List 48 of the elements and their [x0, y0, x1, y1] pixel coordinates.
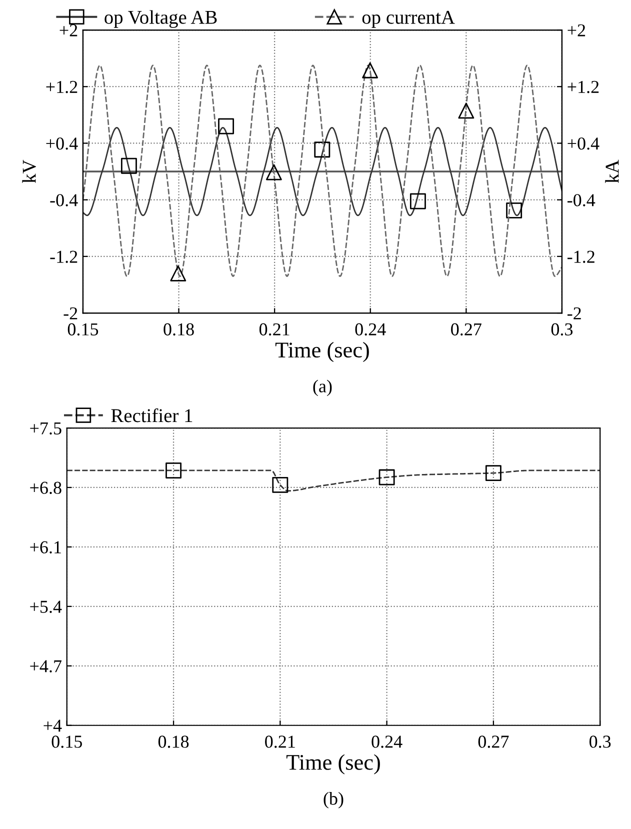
- y-tick-label: -2: [64, 307, 78, 320]
- y-tick-label: -0.4: [50, 194, 78, 206]
- text: (b): [324, 792, 344, 808]
- y-tick-label: +4: [44, 720, 62, 732]
- y-tick-label: +7.5: [30, 422, 62, 435]
- y-tick-label: +5.4: [30, 600, 62, 613]
- x-tick-label: 0.3: [589, 736, 611, 748]
- y-tick-label: +6.1: [30, 541, 61, 554]
- legend-label: op currentA: [362, 10, 455, 28]
- x-axis-title: Time (sec): [275, 342, 369, 362]
- x-tick-label: 0.3: [551, 323, 573, 336]
- x-tick-label: 0.21: [259, 323, 290, 336]
- y-tick-label: +4.7: [30, 660, 62, 672]
- x-tick-label: 0.15: [68, 323, 98, 336]
- legend-label: Rectifier 1: [111, 408, 192, 422]
- y2-tick-label: -1.2: [568, 250, 594, 263]
- x-tick-label: 0.18: [164, 323, 194, 336]
- y2-tick-label: -0.4: [568, 194, 596, 206]
- legend-label: op Voltage AB: [104, 10, 217, 28]
- y2-axis-title: kA: [605, 160, 619, 184]
- point: [314, 142, 330, 158]
- text: (a): [313, 380, 332, 396]
- point: [410, 193, 426, 210]
- point: [362, 62, 378, 78]
- y-tick-label: +1.2: [46, 80, 78, 94]
- y2-tick-label: -2: [568, 307, 581, 320]
- x-tick-label: 0.24: [355, 323, 386, 336]
- point: [120, 158, 137, 174]
- y-tick-label: +0.4: [46, 137, 78, 150]
- point: [170, 265, 186, 282]
- x-tick-label: 0.27: [478, 736, 509, 748]
- point: [218, 118, 234, 134]
- x-tick-label: 0.18: [158, 736, 189, 748]
- x-tick-label: 0.24: [372, 736, 402, 748]
- y2-tick-label: +0.4: [568, 137, 600, 150]
- x-tick-label: 0.15: [52, 736, 82, 748]
- x-tick-label: 0.21: [265, 736, 295, 748]
- y-tick-label: +2: [60, 24, 78, 36]
- y2-tick-label: +2: [568, 24, 586, 36]
- point: [266, 164, 282, 180]
- x-axis-title: Time (sec): [286, 754, 380, 774]
- y-tick-label: +6.8: [30, 482, 62, 494]
- y2-tick-label: +1.2: [568, 80, 599, 94]
- x-tick-label: 0.27: [451, 323, 482, 336]
- y-axis-title: kV: [22, 160, 36, 184]
- point: [458, 102, 474, 119]
- y-tick-label: -1.2: [50, 250, 78, 263]
- point: [506, 202, 522, 218]
